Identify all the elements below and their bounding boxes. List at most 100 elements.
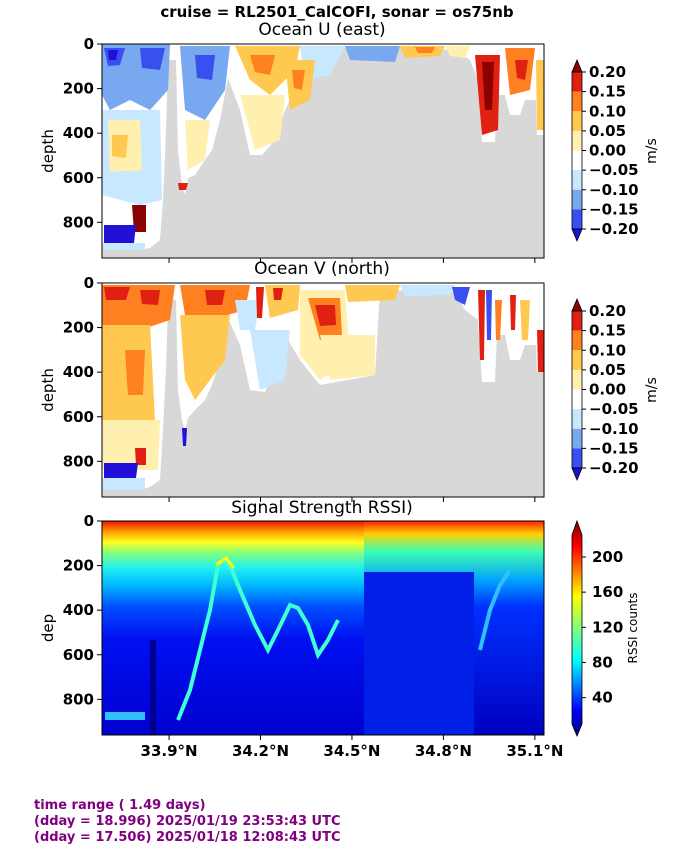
v-blob-red-4: [205, 290, 225, 305]
v-blob-orange-8: [520, 300, 530, 340]
panel-r-frame: [101, 520, 545, 736]
v-blob-orange-7: [495, 300, 502, 340]
panel-r-ylabel: dep: [39, 614, 57, 642]
panel-r-title: Signal Strength RSSI): [231, 498, 413, 518]
ytick-label: 200: [63, 319, 94, 337]
panel-r-deep-strip: [150, 640, 156, 735]
colorbar-level: [572, 369, 582, 390]
ytick-label: 400: [63, 124, 94, 142]
colorbar-level: [572, 311, 582, 331]
panel-u-yticks: 0 200 400 600 800: [63, 35, 102, 231]
colorbar-extend-min: [571, 228, 583, 243]
colorbar-tick-label: 0.00: [589, 381, 626, 399]
colorbar-tick-label: −0.15: [589, 439, 639, 457]
ytick-label: 600: [63, 169, 94, 187]
panel-v-yticks: 0 200 400 600 800: [63, 274, 102, 470]
ytick-label: 800: [63, 690, 94, 708]
panel-v-field: [102, 285, 544, 490]
ytick-label: 800: [63, 213, 94, 231]
u-blob-yellow-2: [185, 120, 210, 170]
colorbar-tick-label: 0.20: [589, 63, 626, 81]
colorbar-tick-label: 40: [592, 689, 613, 707]
colorbar-level: [572, 150, 582, 171]
panel-u-colorbar: 0.20 0.150.10 0.05 0.00−0.05 −0.10−0.15 −0.20: [571, 58, 639, 243]
colorbar-tick-label: −0.15: [589, 200, 639, 218]
colorbar-tick-label: −0.05: [589, 400, 639, 418]
colorbar-tick-label: −0.20: [589, 220, 639, 238]
panel-u-field: [102, 44, 544, 250]
colorbar-tick-label: −0.20: [589, 459, 639, 477]
colorbar-tick-label: 0.10: [589, 341, 626, 359]
colorbar-extend-max: [571, 58, 583, 73]
v-blob-yellow-4: [320, 335, 375, 380]
panel-r-yticks: 0 200 400 600 800: [63, 512, 102, 708]
xtick-label: 34.8°N: [415, 742, 472, 760]
v-blob-red-7: [315, 305, 336, 326]
xtick-label: 34.2°N: [232, 742, 289, 760]
u-blob-lightblue-3: [102, 243, 145, 250]
panel-r-colorbar-label: RSSI counts: [626, 592, 640, 663]
colorbar-level: [572, 330, 582, 351]
v-blob-pale-1: [102, 420, 160, 470]
ytick-label: 200: [63, 80, 94, 98]
panel-v-xticks: [168, 497, 536, 502]
v-blob-red-3: [135, 448, 146, 465]
u-blob-blue-3: [108, 50, 118, 60]
u-blob-blue-4: [140, 48, 165, 70]
u-blob-red-6: [515, 60, 528, 80]
ytick-label: 400: [63, 601, 94, 619]
panel-r-colorbar-body: [571, 519, 583, 738]
ytick-label: 200: [63, 557, 94, 575]
panel-r-scattering-layer: [176, 557, 340, 721]
panel-r-xticks: 33.9°N 34.2°N 34.5°N 34.8°N 35.1°N: [141, 735, 563, 760]
u-blob-orange-1: [112, 135, 128, 158]
colorbar-tick-label: 120: [592, 618, 623, 636]
colorbar-tick-label: 80: [592, 653, 613, 671]
suptitle: cruise = RL2501_CalCOFI, sonar = os75nb: [160, 3, 514, 21]
xtick-label: 33.9°N: [141, 742, 198, 760]
v-blob-blue-1: [452, 287, 470, 305]
panel-r-bottom-band: [105, 712, 145, 720]
v-blob-lightblue-3: [250, 330, 290, 390]
v-blob-red-9: [510, 295, 516, 330]
xtick-label: 34.5°N: [323, 742, 380, 760]
v-blob-dark-blue-2: [182, 428, 187, 446]
u-blob-red-2: [250, 55, 275, 75]
v-blob-red-2: [140, 290, 160, 305]
panel-ocean-u: Ocean U (east): [39, 20, 660, 263]
colorbar-level: [572, 209, 582, 229]
panel-u-frame: [101, 43, 545, 259]
colorbar-level: [572, 448, 582, 468]
colorbar-level: [572, 409, 582, 429]
u-blob-red-3: [292, 70, 305, 90]
v-blob-red-5: [256, 287, 264, 318]
v-blob-lightblue-4: [400, 285, 455, 296]
footer-line-1: time range ( 1.49 days): [34, 798, 206, 813]
ytick-label: 0: [84, 512, 94, 530]
v-blob-orange-6: [345, 285, 400, 302]
v-blob-red-6: [273, 288, 283, 300]
xtick-label: 35.1°N: [506, 742, 563, 760]
time-range-footer: time range ( 1.49 days) (dday = 18.996) …: [34, 798, 341, 846]
colorbar-level: [572, 72, 582, 92]
colorbar-tick-label: −0.05: [589, 161, 639, 179]
colorbar-level: [572, 389, 582, 410]
panel-r-colorbar: 200 160 120 80 40: [571, 519, 623, 738]
ytick-label: 600: [63, 408, 94, 426]
panel-r-deep-band: [364, 572, 474, 735]
colorbar-tick-label: 0.10: [589, 102, 626, 120]
u-blob-dark-red-1: [482, 62, 494, 110]
colorbar-extend-min: [571, 467, 583, 482]
colorbar-tick-label: −0.10: [589, 420, 639, 438]
panel-rssi: Signal Strength RSSI) dep 0200400600800 …: [39, 498, 640, 760]
ytick-label: 600: [63, 646, 94, 664]
u-blob-yellow-3: [240, 95, 285, 150]
colorbar-level: [572, 170, 582, 190]
colorbar-level: [572, 130, 582, 151]
colorbar-tick-label: 0.20: [589, 302, 626, 320]
panel-u-colorbar-label: m/s: [644, 138, 660, 164]
colorbar-tick-label: −0.10: [589, 181, 639, 199]
v-blob-blue-2: [486, 290, 492, 340]
colorbar-tick-label: 0.05: [589, 122, 626, 140]
